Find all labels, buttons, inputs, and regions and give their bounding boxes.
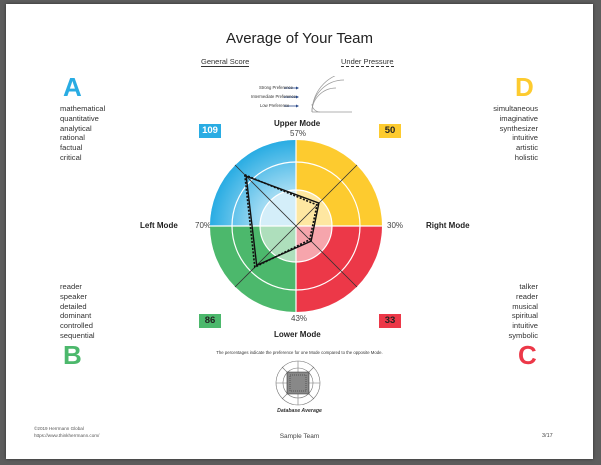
legend-low: Low Preference	[260, 103, 290, 108]
under-pressure-label: Under Pressure	[341, 57, 394, 67]
trait: simultaneous	[493, 104, 538, 113]
trait: rational	[60, 133, 85, 143]
lower-mode-pct: 43%	[291, 314, 308, 323]
page-title: Average of Your Team	[225, 30, 374, 47]
trait: symbolic	[508, 330, 538, 340]
trait: talker	[519, 282, 538, 291]
left-mode-pct: 70%	[195, 221, 212, 230]
database-average-label: Database Average	[277, 408, 322, 414]
quadrant-c-letter: C	[518, 340, 537, 370]
trait: synthesizer	[499, 123, 538, 133]
copyright: ©2019 Herrmann Global	[34, 426, 84, 431]
trait: analytical	[60, 123, 92, 133]
general-score-label: General Score	[201, 57, 250, 67]
quadrant-d-letter: D	[515, 72, 534, 102]
database-average-chart	[275, 360, 321, 406]
trait: musical	[512, 301, 538, 311]
quadrant-a-letter: A	[63, 72, 82, 102]
footer-left: ©2019 Herrmann Global https://www.thinkh…	[34, 426, 99, 439]
trait: imaginative	[499, 113, 538, 123]
preference-legend: Strong Preference Intermediate Preferenc…	[251, 71, 372, 116]
trait: intuitive	[512, 321, 538, 331]
trait: spiritual	[511, 311, 538, 321]
trait: factual	[60, 143, 83, 153]
trait: dominant	[60, 311, 92, 321]
profile-chart	[210, 140, 382, 312]
upper-mode-label: Upper Mode	[274, 119, 321, 128]
legend-strong: Strong Preference	[259, 85, 293, 90]
website-link[interactable]: https://www.thinkherrmann.com/	[34, 432, 100, 438]
trait: mathematical	[60, 104, 106, 113]
left-mode-label: Left Mode	[140, 221, 178, 230]
quadrant-b-traits: reader speaker detailed dominant control…	[60, 282, 95, 341]
trait: reader	[516, 291, 538, 301]
general-score-polygon	[245, 175, 320, 267]
upper-mode-pct: 57%	[290, 129, 307, 138]
quadrant-c-traits: talker reader musical spiritual intuitiv…	[508, 282, 538, 341]
quadrant-a-traits: mathematical quantitative analytical rat…	[60, 104, 105, 163]
trait: critical	[60, 152, 82, 162]
trait: speaker	[60, 291, 88, 301]
quadrant-b-letter: B	[63, 340, 82, 370]
trait: reader	[60, 282, 82, 291]
score-box-d: 50	[379, 124, 401, 138]
trait: quantitative	[60, 113, 99, 123]
trait: intuitive	[512, 133, 538, 143]
score-box-c: 33	[379, 314, 401, 328]
legend-intermediate: Intermediate Preference	[251, 94, 296, 99]
page-number: 3/17	[542, 433, 553, 439]
lower-mode-label: Lower Mode	[274, 330, 321, 339]
trait: detailed	[60, 301, 87, 311]
trait: controlled	[60, 321, 93, 331]
right-mode-label: Right Mode	[426, 221, 470, 230]
score-box-b: 86	[199, 314, 221, 328]
right-mode-pct: 30%	[387, 221, 404, 230]
trait: holistic	[514, 152, 538, 162]
score-box-a: 109	[199, 124, 221, 138]
trait: sequential	[60, 330, 95, 340]
trait: artistic	[516, 143, 538, 153]
footer-team: Sample Team	[279, 433, 320, 440]
report-page: Average of Your Team General Score Under…	[6, 4, 593, 459]
quadrant-d-traits: simultaneous imaginative synthesizer int…	[493, 104, 538, 163]
legend-arcs-icon	[284, 71, 353, 113]
percentages-note: The percentages indicate the preference …	[216, 350, 383, 355]
under-pressure-polygon	[243, 173, 318, 269]
